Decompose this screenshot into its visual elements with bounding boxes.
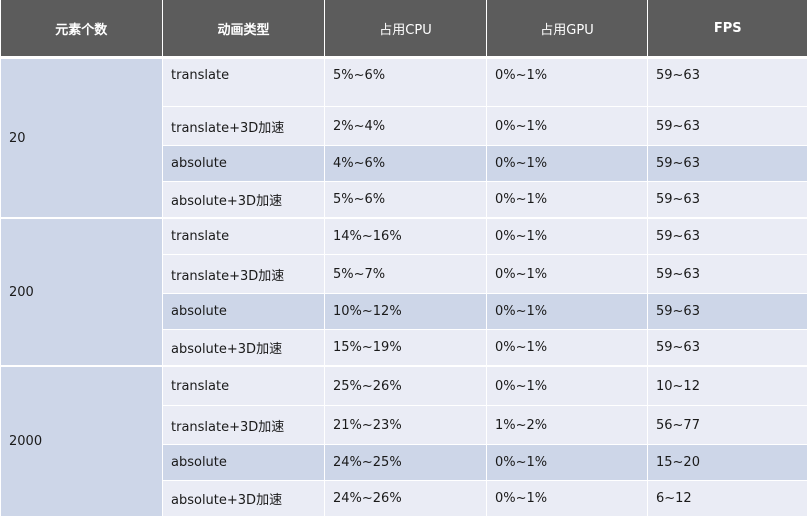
fps-cell: 10~12 bbox=[648, 366, 807, 406]
fps-cell: 6~12 bbox=[648, 481, 807, 517]
table-row: 20 translate 5%~6% 0%~1% 59~63 bbox=[1, 58, 807, 107]
fps-cell: 59~63 bbox=[648, 146, 807, 182]
animation-type-cell: translate bbox=[163, 218, 325, 255]
gpu-cell: 0%~1% bbox=[487, 218, 648, 255]
fps-cell: 59~63 bbox=[648, 330, 807, 367]
header-element-count: 元素个数 bbox=[1, 0, 163, 58]
animation-type-cell: absolute bbox=[163, 294, 325, 330]
gpu-cell: 0%~1% bbox=[487, 330, 648, 367]
header-row: 元素个数 动画类型 占用CPU 占用GPU FPS bbox=[1, 0, 807, 58]
fps-cell: 59~63 bbox=[648, 58, 807, 107]
gpu-cell: 0%~1% bbox=[487, 107, 648, 146]
cpu-cell: 21%~23% bbox=[325, 406, 487, 445]
fps-cell: 15~20 bbox=[648, 445, 807, 481]
gpu-cell: 0%~1% bbox=[487, 294, 648, 330]
table-body: 20 translate 5%~6% 0%~1% 59~63 translate… bbox=[1, 58, 807, 517]
gpu-cell: 0%~1% bbox=[487, 481, 648, 517]
cpu-cell: 4%~6% bbox=[325, 146, 487, 182]
cpu-cell: 10%~12% bbox=[325, 294, 487, 330]
animation-type-cell: absolute+3D加速 bbox=[163, 481, 325, 517]
fps-cell: 56~77 bbox=[648, 406, 807, 445]
header-animation-type: 动画类型 bbox=[163, 0, 325, 58]
animation-type-cell: absolute+3D加速 bbox=[163, 182, 325, 219]
animation-type-cell: translate bbox=[163, 58, 325, 107]
header-gpu: 占用GPU bbox=[487, 0, 648, 58]
cpu-cell: 5%~6% bbox=[325, 182, 487, 219]
table-row: 2000 translate 25%~26% 0%~1% 10~12 bbox=[1, 366, 807, 406]
fps-cell: 59~63 bbox=[648, 182, 807, 219]
gpu-cell: 1%~2% bbox=[487, 406, 648, 445]
gpu-cell: 0%~1% bbox=[487, 255, 648, 294]
animation-type-cell: absolute bbox=[163, 445, 325, 481]
gpu-cell: 0%~1% bbox=[487, 182, 648, 219]
fps-cell: 59~63 bbox=[648, 218, 807, 255]
gpu-cell: 0%~1% bbox=[487, 366, 648, 406]
gpu-cell: 0%~1% bbox=[487, 146, 648, 182]
animation-type-cell: translate+3D加速 bbox=[163, 406, 325, 445]
cpu-cell: 5%~6% bbox=[325, 58, 487, 107]
group-count-cell: 20 bbox=[1, 58, 163, 219]
cpu-cell: 25%~26% bbox=[325, 366, 487, 406]
cpu-cell: 14%~16% bbox=[325, 218, 487, 255]
cpu-cell: 5%~7% bbox=[325, 255, 487, 294]
fps-cell: 59~63 bbox=[648, 107, 807, 146]
cpu-cell: 24%~26% bbox=[325, 481, 487, 517]
header-cpu: 占用CPU bbox=[325, 0, 487, 58]
fps-cell: 59~63 bbox=[648, 255, 807, 294]
cpu-cell: 2%~4% bbox=[325, 107, 487, 146]
animation-type-cell: translate+3D加速 bbox=[163, 107, 325, 146]
group-count-cell: 200 bbox=[1, 218, 163, 366]
gpu-cell: 0%~1% bbox=[487, 58, 648, 107]
animation-type-cell: translate+3D加速 bbox=[163, 255, 325, 294]
animation-type-cell: absolute bbox=[163, 146, 325, 182]
fps-cell: 59~63 bbox=[648, 294, 807, 330]
animation-type-cell: absolute+3D加速 bbox=[163, 330, 325, 367]
table-row: 200 translate 14%~16% 0%~1% 59~63 bbox=[1, 218, 807, 255]
cpu-cell: 24%~25% bbox=[325, 445, 487, 481]
table-header: 元素个数 动画类型 占用CPU 占用GPU FPS bbox=[1, 0, 807, 58]
header-fps: FPS bbox=[648, 0, 807, 58]
cpu-cell: 15%~19% bbox=[325, 330, 487, 367]
animation-type-cell: translate bbox=[163, 366, 325, 406]
gpu-cell: 0%~1% bbox=[487, 445, 648, 481]
